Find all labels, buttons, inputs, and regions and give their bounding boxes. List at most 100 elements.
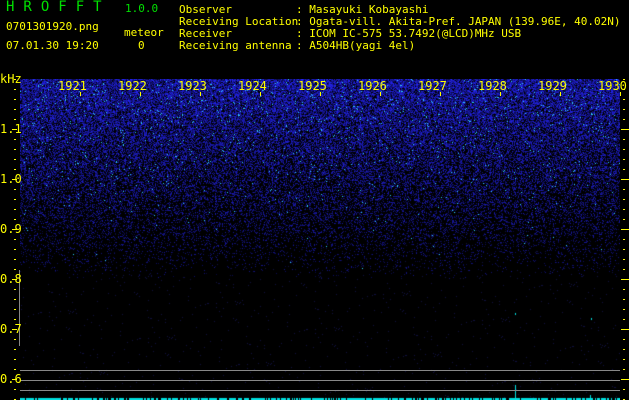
freq-tick-right [621,229,629,230]
time-label: 1927 [418,79,447,93]
freq-tick [14,159,16,160]
freq-tick-right [623,109,625,110]
freq-tick-right [623,359,625,360]
grid-line [20,390,620,391]
time-label: 1922 [118,79,147,93]
freq-tick [14,349,16,350]
time-label: 1923 [178,79,207,93]
freq-tick-right [623,79,625,80]
freq-tick [14,99,16,100]
info-label: Observer [179,3,232,16]
freq-tick [14,299,16,300]
freq-tick [14,289,16,290]
info-label: Receiving antenna [179,39,292,52]
freq-tick-right [623,319,625,320]
freq-tick-right [623,339,625,340]
info-row-receiver: Receiver: ICOM IC-575 53.7492(@LCD)MHz U… [179,28,621,40]
app-version: 1.0.0 [125,2,159,15]
freq-tick-right [623,119,625,120]
freq-tick [14,109,16,110]
freq-label: 0.7 [0,322,22,336]
freq-tick-right [623,99,625,100]
info-value: ICOM IC-575 53.7492(@LCD)MHz USB [309,27,522,40]
freq-label: 0.8 [0,272,22,286]
freq-tick [14,169,16,170]
file-name: 0701301920.png [6,20,99,33]
freq-tick [14,139,16,140]
freq-tick-right [623,149,625,150]
freq-label: 0.9 [0,222,22,236]
freq-tick [14,389,16,390]
freq-tick-right [623,199,625,200]
freq-tick-right [623,239,625,240]
freq-tick [14,339,16,340]
time-tick [80,92,81,96]
app-title: HROFFT [6,0,111,15]
axis-unit: kHz [0,72,22,86]
freq-tick [12,379,17,380]
info-value: Ogata-vill. Akita-Pref. JAPAN (139.96E, … [309,15,621,28]
freq-tick [14,319,16,320]
time-label: 1928 [478,79,507,93]
freq-tick [14,309,16,310]
time-label: 1925 [298,79,327,93]
station-info: Observer: Masayuki Kobayashi Receiving L… [179,4,621,52]
freq-tick-right [623,169,625,170]
info-sep: : [296,3,310,16]
freq-tick [14,219,16,220]
time-tick [260,92,261,96]
freq-tick [12,229,17,230]
freq-tick [14,369,16,370]
freq-tick-right [623,219,625,220]
freq-tick [14,209,16,210]
spectrogram [20,79,620,400]
time-label: 1929 [538,79,567,93]
freq-tick-right [621,279,629,280]
freq-tick-right [623,309,625,310]
freq-tick-right [623,369,625,370]
grid-line [20,380,620,381]
freq-tick [12,279,17,280]
freq-tick-right [623,209,625,210]
freq-tick [12,329,17,330]
info-value: Masayuki Kobayashi [309,3,429,16]
marker-line [19,270,20,346]
time-tick [440,92,441,96]
info-label: Receiver [179,27,232,40]
freq-tick [14,189,16,190]
freq-tick [14,199,16,200]
time-tick [620,92,621,96]
time-tick [380,92,381,96]
info-sep: : [296,39,310,52]
freq-tick-right [623,289,625,290]
freq-tick-right [623,159,625,160]
freq-tick-right [621,129,629,130]
freq-tick-right [623,299,625,300]
info-row-location: Receiving Location: Ogata-vill. Akita-Pr… [179,16,621,28]
freq-tick-right [623,389,625,390]
meteor-count: 0 [138,39,145,52]
grid-line [20,370,620,371]
freq-tick-right [623,269,625,270]
freq-tick [12,129,17,130]
freq-label: 0.6 [0,372,22,386]
time-label: 1921 [58,79,87,93]
freq-tick [14,239,16,240]
time-label: 1924 [238,79,267,93]
info-row-antenna: Receiving antenna: A504HB(yagi 4el) [179,40,621,52]
time-label: 1930 [598,79,627,93]
freq-tick [14,249,16,250]
time-tick [320,92,321,96]
info-sep: : [296,27,310,40]
freq-tick [14,259,16,260]
freq-tick-right [623,349,625,350]
info-row-observer: Observer: Masayuki Kobayashi [179,4,621,16]
file-datetime: 07.01.30 19:20 [6,39,99,52]
time-tick [200,92,201,96]
time-label: 1926 [358,79,387,93]
freq-tick [14,359,16,360]
meteor-label: meteor [124,26,164,39]
freq-tick-right [623,249,625,250]
freq-tick-right [621,329,629,330]
